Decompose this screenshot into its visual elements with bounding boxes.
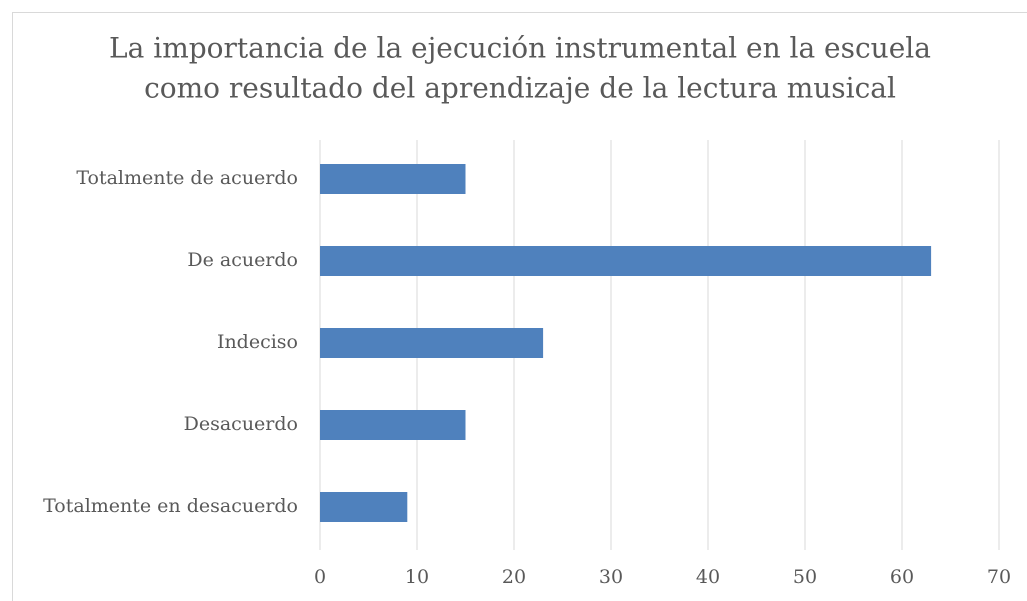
x-tick-label: 50 <box>793 566 817 588</box>
bar <box>320 164 466 194</box>
y-tick-label: Totalmente en desacuerdo <box>43 495 298 517</box>
y-tick-label: Totalmente de acuerdo <box>76 167 298 189</box>
bar <box>320 328 544 358</box>
bar <box>320 410 466 440</box>
x-tick-label: 10 <box>405 566 429 588</box>
chart-title: La importancia de la ejecución instrumen… <box>109 32 931 65</box>
x-tick-label: 30 <box>599 566 623 588</box>
y-tick-label: Desacuerdo <box>184 413 298 435</box>
x-tick-label: 70 <box>987 566 1011 588</box>
y-tick-label: De acuerdo <box>187 249 298 271</box>
chart-title: como resultado del aprendizaje de la lec… <box>144 72 896 105</box>
y-tick-label: Indeciso <box>217 331 298 353</box>
x-tick-label: 60 <box>890 566 914 588</box>
x-tick-label: 0 <box>314 566 326 588</box>
x-tick-label: 40 <box>696 566 720 588</box>
bar <box>320 246 932 276</box>
chart-frame <box>12 12 1027 601</box>
bar <box>320 492 408 522</box>
x-tick-label: 20 <box>502 566 526 588</box>
